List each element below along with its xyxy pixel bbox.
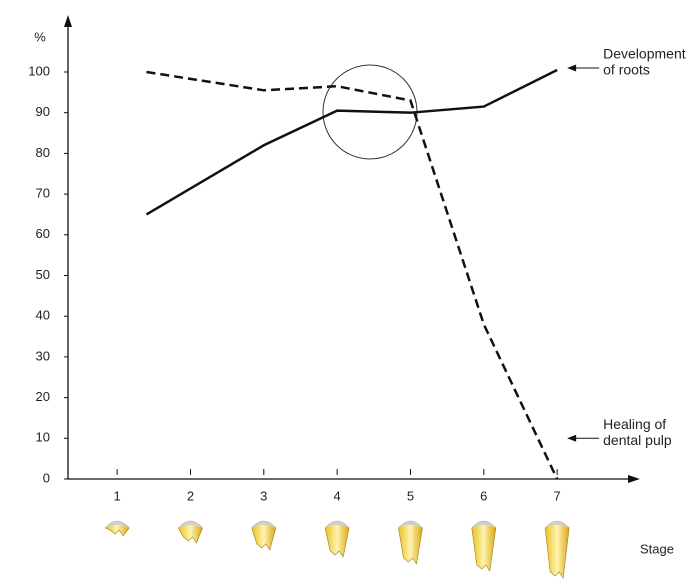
x-tick-label: 4 (334, 488, 341, 503)
x-axis-label: Stage (640, 541, 674, 556)
x-tick-label: 7 (554, 488, 561, 503)
y-tick-label: 90 (36, 104, 50, 119)
x-tick-label: 1 (114, 488, 121, 503)
y-tick-label: 50 (36, 267, 50, 282)
y-tick-label: 10 (36, 430, 50, 445)
y-tick-label: 40 (36, 308, 50, 323)
series-label: dental pulp (603, 432, 672, 448)
x-tick-label: 2 (187, 488, 194, 503)
y-axis-label: % (34, 29, 46, 44)
x-tick-label: 3 (260, 488, 267, 503)
y-tick-label: 60 (36, 226, 50, 241)
annotation-arrow-head (567, 435, 576, 442)
y-tick-label: 100 (28, 63, 50, 78)
y-tick-label: 30 (36, 348, 50, 363)
x-tick-label: 6 (480, 488, 487, 503)
y-axis-arrow (64, 15, 72, 27)
data-line (146, 72, 557, 479)
y-tick-label: 20 (36, 389, 50, 404)
chart: % Stage 0 10 20 30 40 50 60 70 80 90 100 1 2 3 4 5 6 7 Dev… (0, 0, 697, 582)
series-label: of roots (603, 62, 650, 78)
x-tick-label: 5 (407, 488, 414, 503)
series-label: Development (603, 46, 686, 62)
annotation-arrow-head (567, 64, 576, 71)
tooth-icon (472, 521, 496, 571)
data-line (146, 70, 557, 214)
series-label: Healing of (603, 416, 666, 432)
y-tick-label: 80 (36, 145, 50, 160)
tooth-icons (105, 521, 569, 578)
x-axis-arrow (628, 475, 640, 483)
tooth-icon (545, 521, 569, 578)
tooth-icon (398, 521, 422, 564)
y-tick-label: 0 (43, 470, 50, 485)
y-tick-label: 70 (36, 186, 50, 201)
